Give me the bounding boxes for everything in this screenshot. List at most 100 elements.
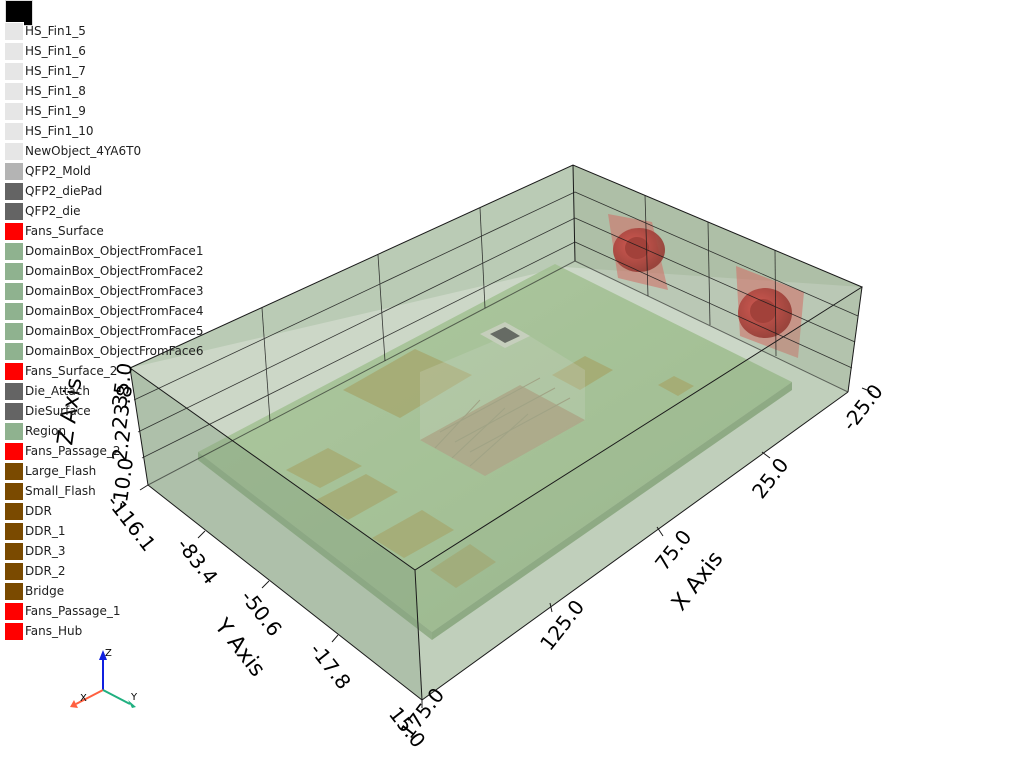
legend-label: DDR_2: [25, 564, 66, 578]
legend-swatch: [4, 581, 24, 601]
legend-label: Large_Flash: [25, 464, 97, 478]
legend-label: HS_Fin1_6: [25, 44, 86, 58]
legend-swatch: [4, 621, 24, 641]
legend-swatch: [4, 221, 24, 241]
legend-item[interactable]: DomainBox_ObjectFromFace5: [4, 321, 203, 341]
y-tick-label: -17.8: [305, 638, 356, 694]
legend-label: DDR_1: [25, 524, 66, 538]
legend-swatch: [4, 601, 24, 621]
legend-item[interactable]: HS_Fin1_7: [4, 61, 86, 81]
orientation-triad[interactable]: Z X Y: [70, 648, 138, 708]
component-large-flash: [343, 349, 472, 418]
legend-item[interactable]: NewObject_4YA6T0: [4, 141, 141, 161]
component-ddr-1: [316, 474, 398, 520]
legend-swatch: [4, 21, 24, 41]
orientation-x-label: X: [80, 693, 87, 704]
fan-1: [608, 214, 668, 290]
legend-label: DDR: [25, 504, 52, 518]
component-ddr-3: [372, 510, 454, 558]
legend-label: DomainBox_ObjectFromFace4: [25, 304, 204, 318]
legend-item[interactable]: HS_Fin1_8: [4, 81, 86, 101]
legend-swatch: [4, 541, 24, 561]
legend-swatch: [4, 241, 24, 261]
legend-swatch: [4, 461, 24, 481]
legend-swatch: [4, 201, 24, 221]
legend-label: DomainBox_ObjectFromFace5: [25, 324, 204, 338]
domain-box-left-face: [130, 165, 575, 485]
heat-sink: [420, 330, 585, 476]
legend-item[interactable]: DomainBox_ObjectFromFace1: [4, 241, 203, 261]
legend-item[interactable]: HS_Fin1_5: [4, 21, 86, 41]
legend-swatch: [4, 421, 24, 441]
legend-swatch: [4, 361, 24, 381]
legend-item[interactable]: Small_Flash: [4, 481, 96, 501]
legend-label: Small_Flash: [25, 484, 96, 498]
legend-label: DomainBox_ObjectFromFace3: [25, 284, 204, 298]
legend-item[interactable]: Fans_Surface: [4, 221, 104, 241]
legend-swatch: [4, 401, 24, 421]
z-tick-label: 2.2: [107, 428, 135, 463]
legend-swatch: [4, 501, 24, 521]
legend-item[interactable]: Fans_Surface_2: [4, 361, 117, 381]
legend-item[interactable]: Bridge: [4, 581, 64, 601]
legend-swatch: [4, 41, 24, 61]
legend-item[interactable]: DomainBox_ObjectFromFace6: [4, 341, 203, 361]
legend-item[interactable]: DDR_3: [4, 541, 65, 561]
legend-swatch: [4, 261, 24, 281]
legend-swatch: [4, 121, 24, 141]
legend-item[interactable]: DomainBox_ObjectFromFace3: [4, 281, 203, 301]
legend-label: Fans_Passage_1: [25, 604, 121, 618]
domain-box-top-face: [130, 165, 862, 570]
legend-label: DomainBox_ObjectFromFace6: [25, 344, 204, 358]
legend-item[interactable]: HS_Fin1_9: [4, 101, 86, 121]
orientation-z-label: Z: [105, 648, 112, 659]
legend-swatch: [4, 181, 24, 201]
legend-swatch: [4, 321, 24, 341]
orientation-y-label: Y: [130, 692, 138, 703]
legend-item[interactable]: Large_Flash: [4, 461, 96, 481]
legend-swatch: [4, 381, 24, 401]
legend-label: Fans_Hub: [25, 624, 83, 638]
legend-item[interactable]: DDR: [4, 501, 52, 521]
y-tick-label: -83.4: [172, 533, 223, 589]
legend-label: Bridge: [25, 584, 65, 598]
legend-item[interactable]: QFP2_Mold: [4, 161, 91, 181]
legend-label: HS_Fin1_7: [25, 64, 86, 78]
legend-label: Fans_Passage_2: [25, 444, 121, 458]
legend-item[interactable]: QFP2_diePad: [4, 181, 102, 201]
legend-swatch: [4, 101, 24, 121]
legend-swatch: [4, 341, 24, 361]
legend-item[interactable]: DieSurface: [4, 401, 91, 421]
legend-label: QFP2_Mold: [25, 164, 91, 178]
pcb-board-edge-right: [432, 382, 792, 640]
z-tick-label: -10.0: [107, 456, 138, 511]
legend-swatch: [4, 141, 24, 161]
legend-label: Region: [25, 424, 67, 438]
legend-label: QFP2_diePad: [25, 184, 103, 198]
legend-swatch: [4, 561, 24, 581]
component-ddr: [286, 448, 362, 488]
legend-label: DomainBox_ObjectFromFace1: [25, 244, 204, 258]
legend-item[interactable]: Region: [4, 421, 66, 441]
legend-item[interactable]: HS_Fin1_6: [4, 41, 86, 61]
legend-swatch: [4, 521, 24, 541]
legend-swatch: [4, 61, 24, 81]
legend-item[interactable]: Fans_Passage_1: [4, 601, 121, 621]
legend-item[interactable]: Die_Attach: [4, 381, 90, 401]
legend-swatch: [4, 161, 24, 181]
legend-item[interactable]: DomainBox_ObjectFromFace4: [4, 301, 203, 321]
legend-item[interactable]: Fans_Passage_2: [4, 441, 121, 461]
legend-item[interactable]: DomainBox_ObjectFromFace2: [4, 261, 203, 281]
legend-label: Die_Attach: [25, 384, 90, 398]
legend-item[interactable]: Fans_Hub: [4, 621, 82, 641]
x-tick-label: 75.0: [650, 525, 696, 575]
axis-ticks: [139, 387, 873, 708]
legend-swatch: [4, 281, 24, 301]
legend-item[interactable]: DDR_2: [4, 561, 65, 581]
legend-label: DomainBox_ObjectFromFace2: [25, 264, 204, 278]
legend-item[interactable]: HS_Fin1_10: [4, 121, 94, 141]
legend-item[interactable]: QFP2_die: [4, 201, 81, 221]
legend-item[interactable]: DDR_1: [4, 521, 65, 541]
legend-label: Fans_Surface: [25, 224, 104, 238]
